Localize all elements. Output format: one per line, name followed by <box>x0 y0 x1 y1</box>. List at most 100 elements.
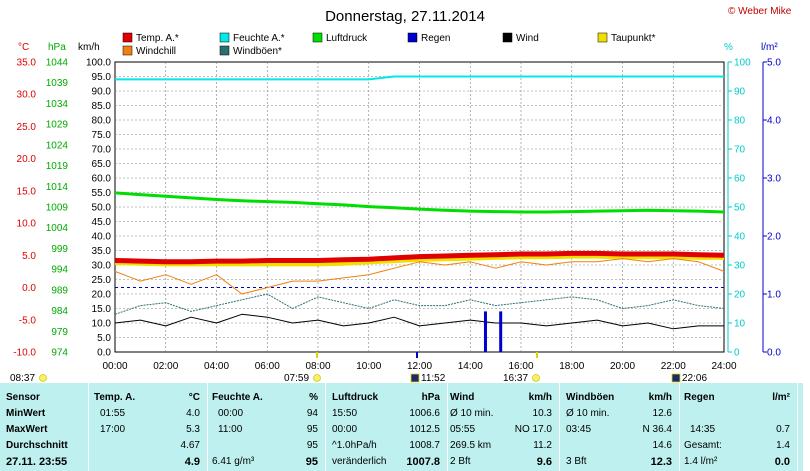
column-head: Windböen <box>566 392 615 403</box>
pct-tick: 0 <box>734 348 740 359</box>
hpa-tick: 1024 <box>46 140 69 151</box>
kmh-tick: 90.0 <box>92 87 112 98</box>
hpa-tick: 1029 <box>46 120 69 131</box>
axis-ticks: 100.095.090.085.080.075.070.065.060.055.… <box>13 58 781 373</box>
cell-time: 3 Bft <box>566 456 587 467</box>
kmh-tick: 75.0 <box>92 130 112 141</box>
pct-tick: 60 <box>734 174 746 185</box>
pct-tick: 100 <box>734 58 751 69</box>
sunrise-marker-time: 07:59 <box>284 373 309 383</box>
sun-icon <box>313 374 321 382</box>
table-column-feuchte: Feuchte A.% 00:00 94 11:00 95 95 6.41 g/m³ 95 <box>212 383 322 471</box>
time-tick: 08:00 <box>305 361 330 372</box>
rain-bar <box>483 311 487 352</box>
cell-value: 11.2 <box>533 440 552 451</box>
cell-value: 12.3 <box>650 456 672 468</box>
temp-tick: -10.0 <box>13 348 36 359</box>
legend-swatch <box>502 32 513 43</box>
temp-tick: -5.0 <box>19 315 37 326</box>
summary-table: Sensor MinWert MaxWert Durchschnitt 27.1… <box>0 383 803 471</box>
cell-time: ^1.0hPa/h <box>332 440 377 451</box>
pct-unit-label: % <box>724 42 733 53</box>
hpa-tick: 1004 <box>46 223 69 234</box>
series-line-luftdruck <box>114 191 725 214</box>
temp-tick: 25.0 <box>17 122 37 133</box>
noon-time: 11:52 <box>421 373 446 383</box>
time-tick: 00:00 <box>102 361 127 372</box>
cell-time: 01:55 <box>100 408 126 419</box>
pct-tick: 90 <box>734 87 746 98</box>
series-line-tempa <box>114 250 725 265</box>
pct-tick: 10 <box>734 319 746 330</box>
time-tick: 14:00 <box>458 361 483 372</box>
column-unit: °C <box>188 392 200 403</box>
column-unit: % <box>309 392 318 403</box>
cell-time: 00:00 <box>332 424 358 435</box>
hpa-unit-label: hPa <box>48 42 66 53</box>
legend-swatch <box>219 45 230 56</box>
axis-units: °C hPa km/h % l/m² <box>18 42 778 53</box>
cell-time: Gesamt: <box>684 440 722 451</box>
row-label-min: MinWert <box>6 408 46 419</box>
table-column-boen: Windböen km/h Ø 10 min. 12.6 03:45 N 36.4 14.6… <box>566 383 676 471</box>
kmh-tick: 45.0 <box>92 217 112 228</box>
temp-tick: 35.0 <box>17 58 37 69</box>
pct-tick: 70 <box>734 145 746 156</box>
cell-time: 14:35 <box>690 424 716 435</box>
pct-tick: 20 <box>734 290 746 301</box>
kmh-tick: 35.0 <box>92 246 112 257</box>
legend-label: Windchill <box>136 46 176 57</box>
sunset-time: 16:37 <box>503 373 528 383</box>
cell-time: 00:00 <box>218 408 244 419</box>
cell-time: 17:00 <box>100 424 126 435</box>
cell-value: 5.3 <box>186 424 200 435</box>
chart-legend: Temp. A.* Feuchte A.* Luftdruck Regen Wind Ta… <box>122 32 656 57</box>
kmh-tick: 80.0 <box>92 116 112 127</box>
time-tick: 12:00 <box>407 361 432 372</box>
hpa-tick: 1014 <box>46 182 69 193</box>
pct-tick: 80 <box>734 116 746 127</box>
table-column-temp: Temp. A. °C 01:55 4.0 17:00 5.3 4.67 4.9 <box>94 383 204 471</box>
sensor-head: Sensor <box>6 392 40 403</box>
cell-time: 05:55 <box>450 424 476 435</box>
time-tick: 20:00 <box>610 361 635 372</box>
row-label-max: MaxWert <box>6 424 48 435</box>
cell-value: 4.9 <box>184 456 200 468</box>
cell-value: NO 17.0 <box>514 424 552 435</box>
legend-label: Wind <box>516 33 539 44</box>
chart-title: Donnerstag, 27.11.2014 <box>325 8 485 25</box>
temp-tick: 20.0 <box>17 154 37 165</box>
table-column-regen: Regen l/m² 14:35 0.7 Gesamt: 1.4 1.4 l/m² 0.0 <box>684 383 794 471</box>
cell-time: 269.5 km <box>450 440 492 451</box>
pct-tick: 50 <box>734 203 746 214</box>
hpa-tick: 1044 <box>46 58 69 69</box>
legend-swatch <box>122 45 133 56</box>
cell-value: 9.6 <box>536 456 552 468</box>
kmh-tick: 95.0 <box>92 72 112 83</box>
cell-value: 1.4 <box>776 440 790 451</box>
rain-tick: 4.0 <box>767 116 781 127</box>
sensor-column: Sensor MinWert MaxWert Durchschnitt 27.1… <box>6 383 86 471</box>
column-head: Regen <box>684 392 715 403</box>
kmh-tick: 10.0 <box>92 319 112 330</box>
series-line-feuchtea <box>115 75 724 81</box>
kmh-tick: 55.0 <box>92 188 112 199</box>
weather-chart: Donnerstag, 27.11.2014 © Weber Mike Temp… <box>10 6 792 383</box>
cell-value: 14.6 <box>652 440 672 451</box>
sun-events: 08:37 07:59 11:52 16:37 22:06 <box>10 352 707 383</box>
rain-tick: 2.0 <box>767 232 781 243</box>
kmh-tick: 40.0 <box>92 232 112 243</box>
column-head: Temp. A. <box>94 392 136 403</box>
hpa-tick: 984 <box>51 306 68 317</box>
moon-icon <box>671 373 681 383</box>
table-column-luft: Luftdruck hPa 15:50 1006.6 00:00 1012.5 ^1.0hP… <box>332 383 444 471</box>
kmh-tick: 5.0 <box>97 333 111 344</box>
cell-value: 4.0 <box>186 408 200 419</box>
cell-time: 11:00 <box>218 424 243 435</box>
cell-value: 1008.7 <box>409 440 440 451</box>
cell-time: Ø 10 min. <box>450 408 494 419</box>
kmh-tick: 30.0 <box>92 261 112 272</box>
series-line-windben <box>114 293 725 315</box>
pct-tick: 40 <box>734 232 746 243</box>
last-update: 27.11. 23:55 <box>6 456 68 468</box>
